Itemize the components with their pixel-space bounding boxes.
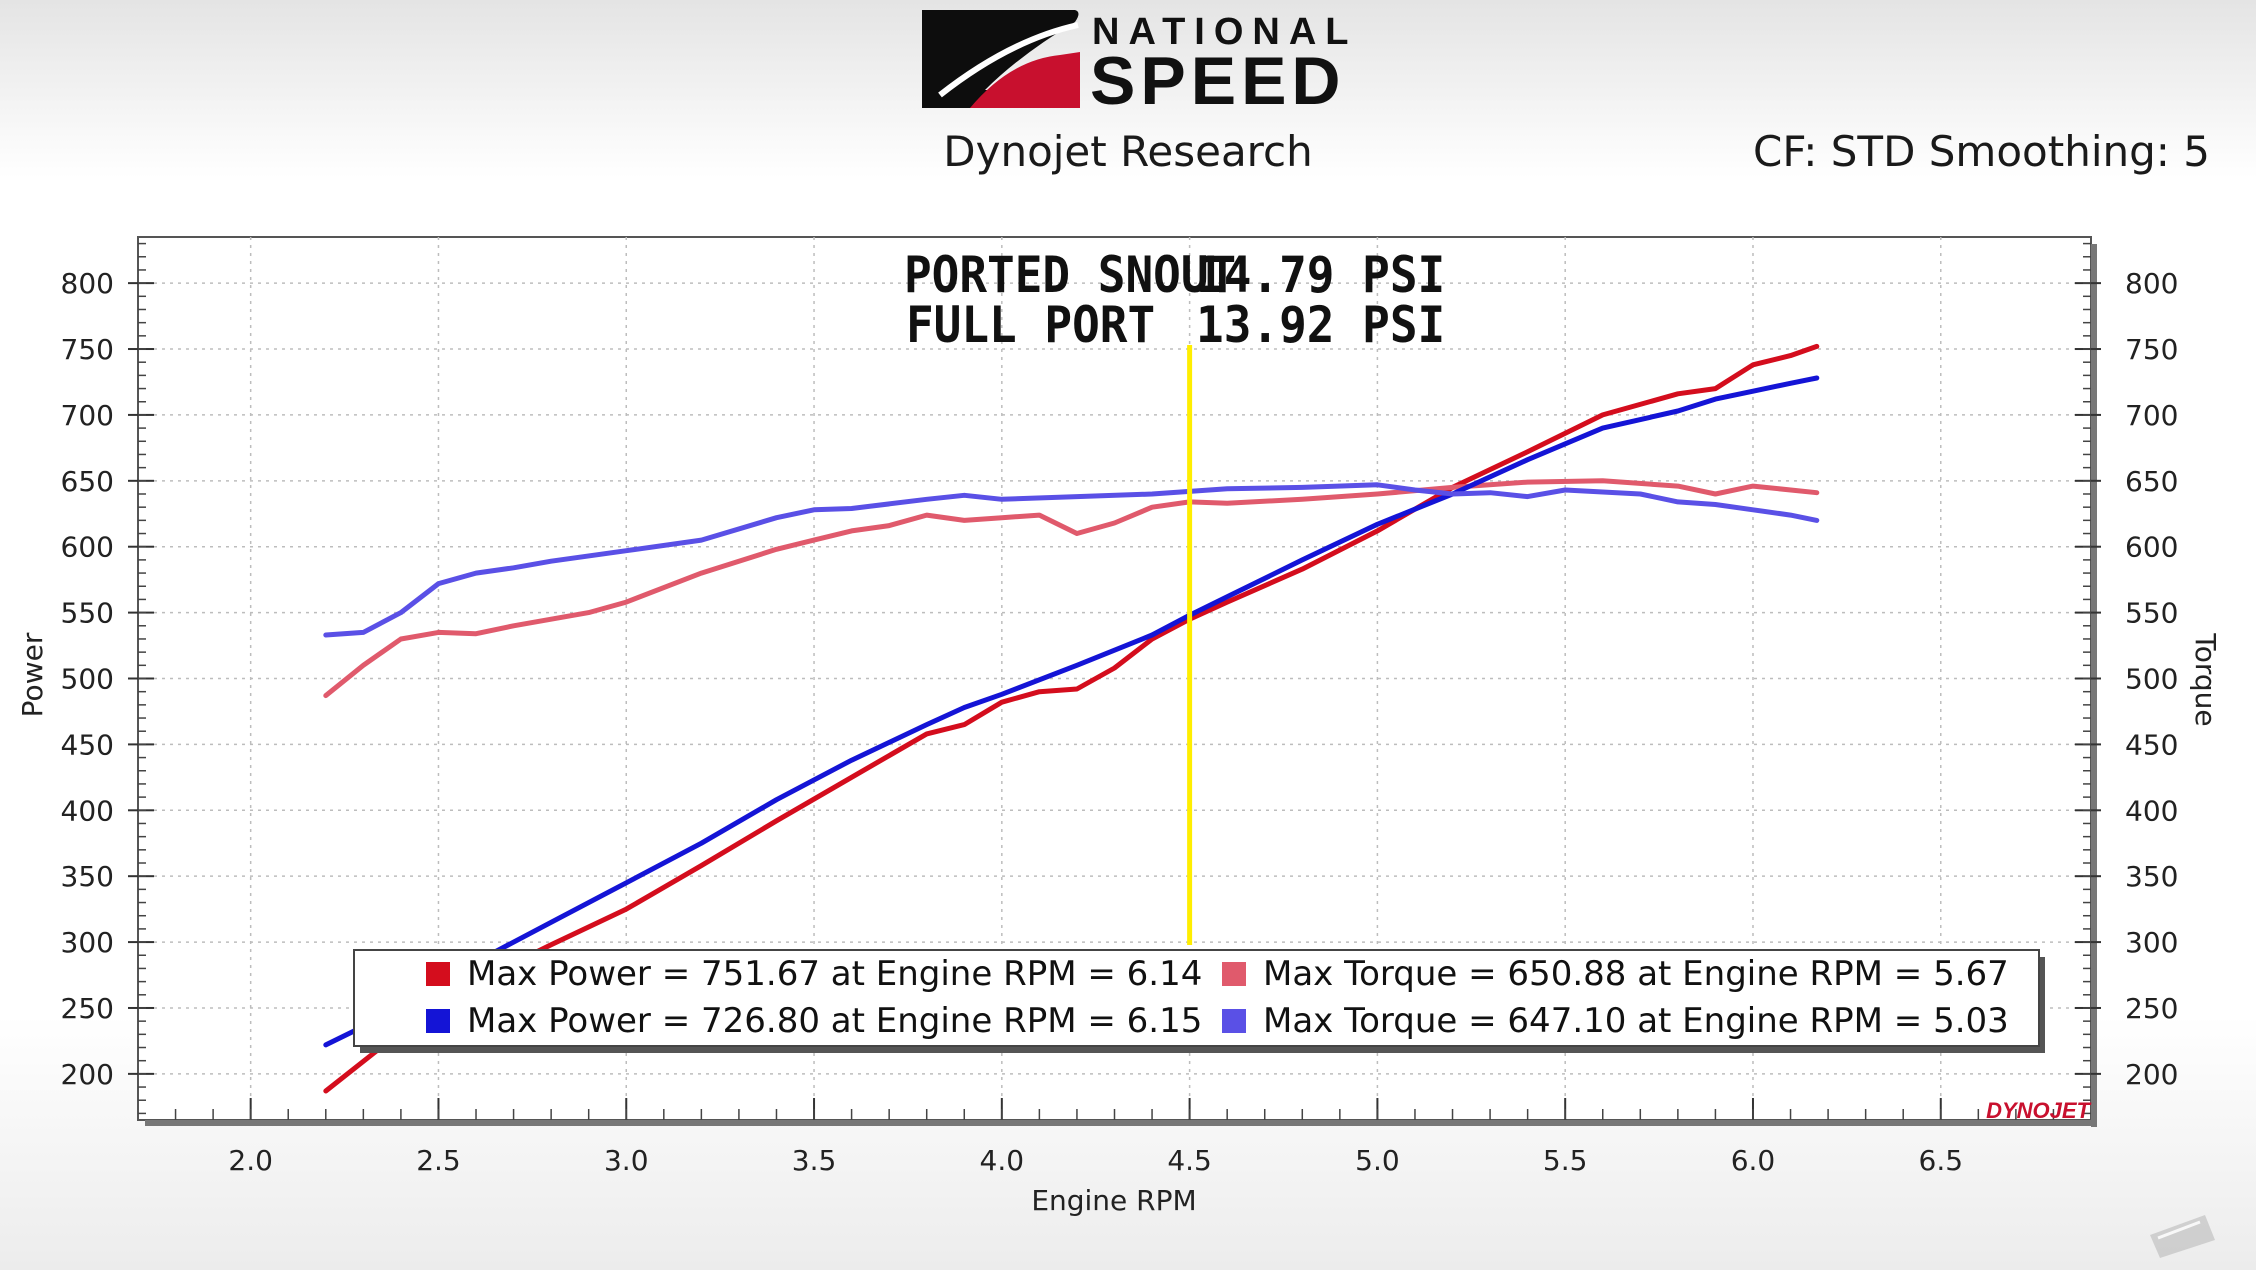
y-tick-label-left: 600 [61, 531, 114, 564]
legend-swatch-power-red [426, 962, 450, 986]
y-tick-label-left: 750 [61, 333, 114, 366]
x-tick-label: 5.5 [1543, 1144, 1588, 1177]
x-tick-label: 2.5 [416, 1144, 461, 1177]
legend-swatch-torque-blue [1222, 1009, 1246, 1033]
y-tick-label-left: 350 [61, 860, 114, 893]
y-tick-label-left: 250 [61, 992, 114, 1025]
plot-shadow [2091, 244, 2097, 1127]
y-tick-labels-right: 200 250 300 350 400 450 500 550 600 650 700 750 800 [2125, 267, 2178, 1091]
y-tick-label-left: 200 [61, 1058, 114, 1091]
legend-entry-torque-blue: Max Torque = 647.10 at Engine RPM = 5.03 [1263, 1001, 2009, 1041]
x-tick-label: 2.0 [228, 1144, 273, 1177]
y-tick-label-right: 700 [2125, 399, 2178, 432]
y-tick-label-right: 350 [2125, 860, 2178, 893]
y-tick-labels-left: 200 250 300 350 400 450 500 550 600 650 700 750 800 [61, 267, 114, 1091]
annotation-row2-label: FULL PORT [906, 296, 1155, 354]
legend-box: Max Power = 751.67 at Engine RPM = 6.14 … [353, 949, 2045, 1053]
dynojet-watermark: DYNOJET [1986, 1098, 2091, 1123]
y-tick-label-right: 300 [2125, 926, 2178, 959]
axis-minor-ticks [128, 242, 2101, 1120]
y-tick-label-right: 250 [2125, 992, 2178, 1025]
brand-top-text: NATIONAL [1092, 11, 1358, 53]
y-tick-label-right: 450 [2125, 728, 2178, 761]
x-tick-labels: 2.0 2.5 3.0 3.5 4.0 4.5 5.0 5.5 6.0 6.5 [228, 1144, 1963, 1177]
x-tick-label: 4.5 [1167, 1144, 1212, 1177]
channel-logo-icon [2150, 1215, 2215, 1258]
series-line-3 [323, 482, 1820, 638]
y-tick-label-left: 550 [61, 597, 114, 630]
national-speed-logo: NATIONAL SPEED [922, 10, 1358, 119]
x-tick-label: 6.5 [1919, 1144, 1964, 1177]
cf-smoothing-label: CF: STD Smoothing: 5 [1753, 127, 2210, 176]
y-axis-label-right: Torque [2189, 632, 2222, 726]
series-line-0 [323, 343, 1820, 1094]
y-tick-label-left: 650 [61, 465, 114, 498]
x-axis-label: Engine RPM [1031, 1184, 1196, 1217]
legend-entry-power-blue: Max Power = 726.80 at Engine RPM = 6.15 [467, 1001, 1202, 1041]
x-tick-label: 6.0 [1731, 1144, 1776, 1177]
chart-subtitle: Dynojet Research [943, 127, 1313, 176]
y-tick-label-left: 400 [61, 794, 114, 827]
x-tick-label: 3.5 [792, 1144, 837, 1177]
y-tick-label-right: 650 [2125, 465, 2178, 498]
y-tick-label-left: 800 [61, 267, 114, 300]
y-tick-label-left: 700 [61, 399, 114, 432]
series-layer [323, 343, 1820, 1094]
annotation-row1-value: 14.79 PSI [1196, 246, 1445, 304]
y-tick-label-right: 800 [2125, 267, 2178, 300]
y-tick-label-right: 500 [2125, 663, 2178, 696]
y-tick-label-right: 550 [2125, 597, 2178, 630]
series-line-2 [323, 375, 1820, 1048]
x-tick-label: 4.0 [980, 1144, 1025, 1177]
legend-entry-power-red: Max Power = 751.67 at Engine RPM = 6.14 [467, 954, 1202, 994]
legend-entry-torque-red: Max Torque = 650.88 at Engine RPM = 5.67 [1263, 954, 2009, 994]
annotation-row1-label: PORTED SNOUT [904, 246, 1236, 304]
y-tick-label-left: 300 [61, 926, 114, 959]
x-tick-label: 5.0 [1355, 1144, 1400, 1177]
y-tick-label-left: 450 [61, 728, 114, 761]
y-tick-label-right: 600 [2125, 531, 2178, 564]
y-tick-label-right: 750 [2125, 333, 2178, 366]
series-line-1 [323, 478, 1820, 699]
brand-bottom-text: SPEED [1090, 43, 1346, 119]
y-tick-label-left: 500 [61, 663, 114, 696]
y-tick-label-right: 400 [2125, 794, 2178, 827]
y-axis-label-left: Power [16, 632, 49, 717]
annotation-row2-value: 13.92 PSI [1196, 296, 1445, 354]
legend-swatch-torque-red [1222, 962, 1246, 986]
y-tick-label-right: 200 [2125, 1058, 2178, 1091]
plot-shadow-bottom [145, 1120, 2097, 1126]
legend-swatch-power-blue [426, 1009, 450, 1033]
x-tick-label: 3.0 [604, 1144, 649, 1177]
